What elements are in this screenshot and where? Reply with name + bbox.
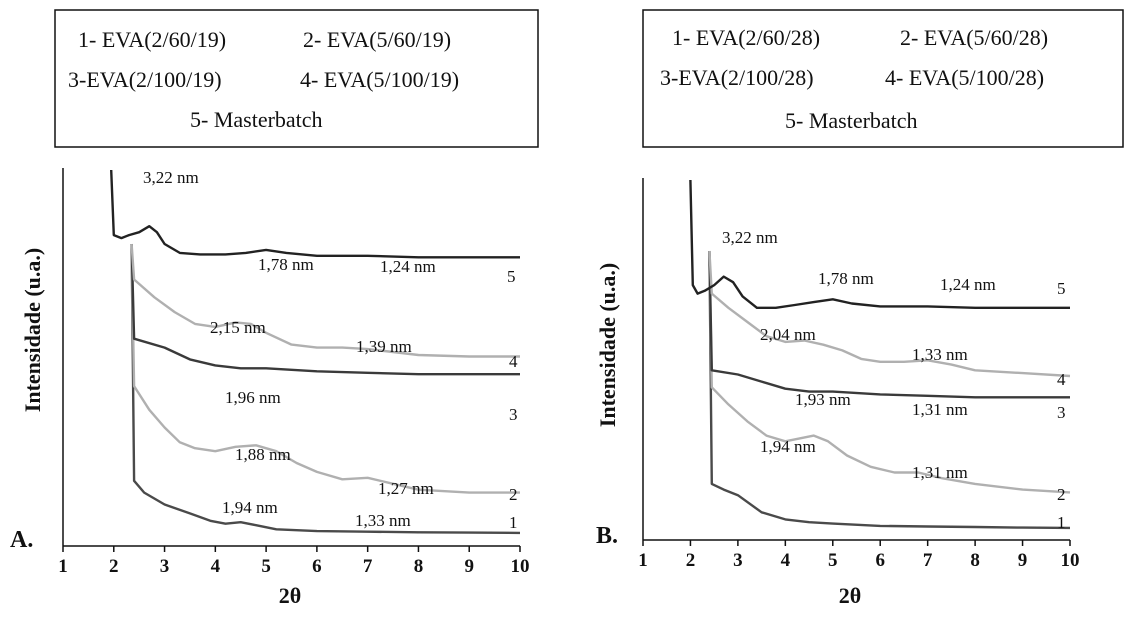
end-label-b-3: 3 — [1057, 403, 1066, 422]
x-tick-label-b-7: 7 — [923, 550, 933, 571]
annotation-b-1-78: 1,78 nm — [818, 269, 874, 288]
series-line-a-4 — [130, 243, 520, 358]
x-tick-label-b-2: 2 — [686, 550, 696, 571]
legend-box-a — [54, 9, 539, 148]
series-group-b — [689, 179, 1071, 530]
series-line-a-2 — [130, 243, 520, 494]
x-tick-label-a-10: 10 — [511, 556, 530, 577]
x-tick-label-b-3: 3 — [733, 550, 743, 571]
x-ticks-b: 1 2 3 4 5 6 7 8 9 10 — [638, 540, 1080, 571]
series-line-b-3 — [708, 250, 1070, 399]
end-label-a-3: 3 — [509, 405, 518, 424]
series-line-b-1 — [708, 250, 1071, 530]
panel-a: 1 2 3 4 5 6 7 8 9 10 2θ Intensidade (u.a.) A. 3,2… — [10, 168, 530, 608]
annotation-b-1-24: 1,24 nm — [940, 275, 996, 294]
end-label-b-1: 1 — [1057, 513, 1066, 532]
annotation-b-1-93: 1,93 nm — [795, 390, 851, 409]
x-tick-label-a-8: 8 — [414, 556, 424, 577]
x-tick-label-b-10: 10 — [1061, 550, 1080, 571]
end-label-b-2: 2 — [1057, 485, 1066, 504]
panel-b: 1 2 3 4 5 6 7 8 9 10 2θ Intensidade (u.a.) B. 3,2… — [595, 178, 1080, 608]
annotation-a-1-88: 1,88 nm — [235, 445, 291, 464]
x-tick-label-a-6: 6 — [312, 556, 322, 577]
legend-a: 1- EVA(2/60/19) 2- EVA(5/60/19) 3-EVA(2/… — [54, 9, 539, 148]
legend-b-item-4: 4- EVA(5/100/28) — [885, 65, 1044, 90]
end-label-a-5: 5 — [507, 267, 516, 286]
panel-label-b: B. — [596, 523, 618, 549]
y-axis-label-a: Intensidade (u.a.) — [20, 248, 45, 412]
legend-b-item-1: 1- EVA(2/60/28) — [672, 25, 820, 50]
legend-a-item-4: 4- EVA(5/100/19) — [300, 67, 459, 92]
annotation-a-3-22: 3,22 nm — [143, 168, 199, 187]
end-label-b-5: 5 — [1057, 279, 1066, 298]
series-line-b-2 — [708, 250, 1071, 494]
end-label-b-4: 4 — [1057, 370, 1066, 389]
series-group-a — [110, 169, 521, 535]
x-tick-label-a-1: 1 — [58, 556, 68, 577]
x-tick-label-a-2: 2 — [109, 556, 119, 577]
annotation-b-1-31-bottom: 1,31 nm — [912, 463, 968, 482]
x-tick-label-b-8: 8 — [970, 550, 980, 571]
annotation-b-2-04: 2,04 nm — [760, 325, 816, 344]
x-tick-label-a-9: 9 — [464, 556, 474, 577]
series-line-a-1 — [130, 243, 521, 535]
legend-box-b — [642, 9, 1124, 148]
series-line-a-5 — [110, 169, 520, 259]
x-tick-label-b-5: 5 — [828, 550, 838, 571]
legend-a-item-5: 5- Masterbatch — [190, 107, 323, 132]
annotation-b-1-31-top: 1,31 nm — [912, 400, 968, 419]
end-label-a-4: 4 — [509, 352, 518, 371]
x-ticks-a: 1 2 3 4 5 6 7 8 9 10 — [58, 546, 530, 577]
series-line-b-5 — [689, 179, 1070, 309]
annotation-a-2-15: 2,15 nm — [210, 318, 266, 337]
end-label-a-2: 2 — [509, 485, 518, 504]
annotation-b-1-94: 1,94 nm — [760, 437, 816, 456]
legend-b-item-2: 2- EVA(5/60/28) — [900, 25, 1048, 50]
legend-b-item-5: 5- Masterbatch — [785, 108, 918, 133]
x-tick-label-a-3: 3 — [160, 556, 170, 577]
x-axis-label-a: 2θ — [279, 583, 301, 608]
y-axis-label-b: Intensidade (u.a.) — [595, 263, 620, 427]
legend-b-item-3: 3-EVA(2/100/28) — [660, 65, 814, 90]
x-axis-label-b: 2θ — [839, 583, 861, 608]
x-tick-label-b-6: 6 — [875, 550, 885, 571]
series-line-a-3 — [130, 243, 520, 376]
x-tick-label-a-7: 7 — [363, 556, 373, 577]
annotation-b-3-22: 3,22 nm — [722, 228, 778, 247]
annotation-a-1-39: 1,39 nm — [356, 337, 412, 356]
legend-a-item-2: 2- EVA(5/60/19) — [303, 27, 451, 52]
legend-a-item-1: 1- EVA(2/60/19) — [78, 27, 226, 52]
annotation-a-1-24: 1,24 nm — [380, 257, 436, 276]
annotation-b-1-33: 1,33 nm — [912, 345, 968, 364]
panel-label-a: A. — [10, 527, 33, 553]
x-tick-label-b-1: 1 — [638, 550, 648, 571]
legend-b: 1- EVA(2/60/28) 2- EVA(5/60/28) 3-EVA(2/… — [642, 9, 1124, 148]
x-tick-label-b-4: 4 — [781, 550, 791, 571]
x-tick-label-a-4: 4 — [211, 556, 221, 577]
annotation-a-1-94: 1,94 nm — [222, 498, 278, 517]
x-tick-label-b-9: 9 — [1018, 550, 1028, 571]
legend-a-item-3: 3-EVA(2/100/19) — [68, 67, 222, 92]
end-label-a-1: 1 — [509, 513, 518, 532]
annotation-a-1-96: 1,96 nm — [225, 388, 281, 407]
series-line-b-4 — [708, 250, 1071, 378]
x-tick-label-a-5: 5 — [261, 556, 271, 577]
annotation-a-1-78: 1,78 nm — [258, 255, 314, 274]
annotation-a-1-33: 1,33 nm — [355, 511, 411, 530]
annotation-a-1-27: 1,27 nm — [378, 479, 434, 498]
